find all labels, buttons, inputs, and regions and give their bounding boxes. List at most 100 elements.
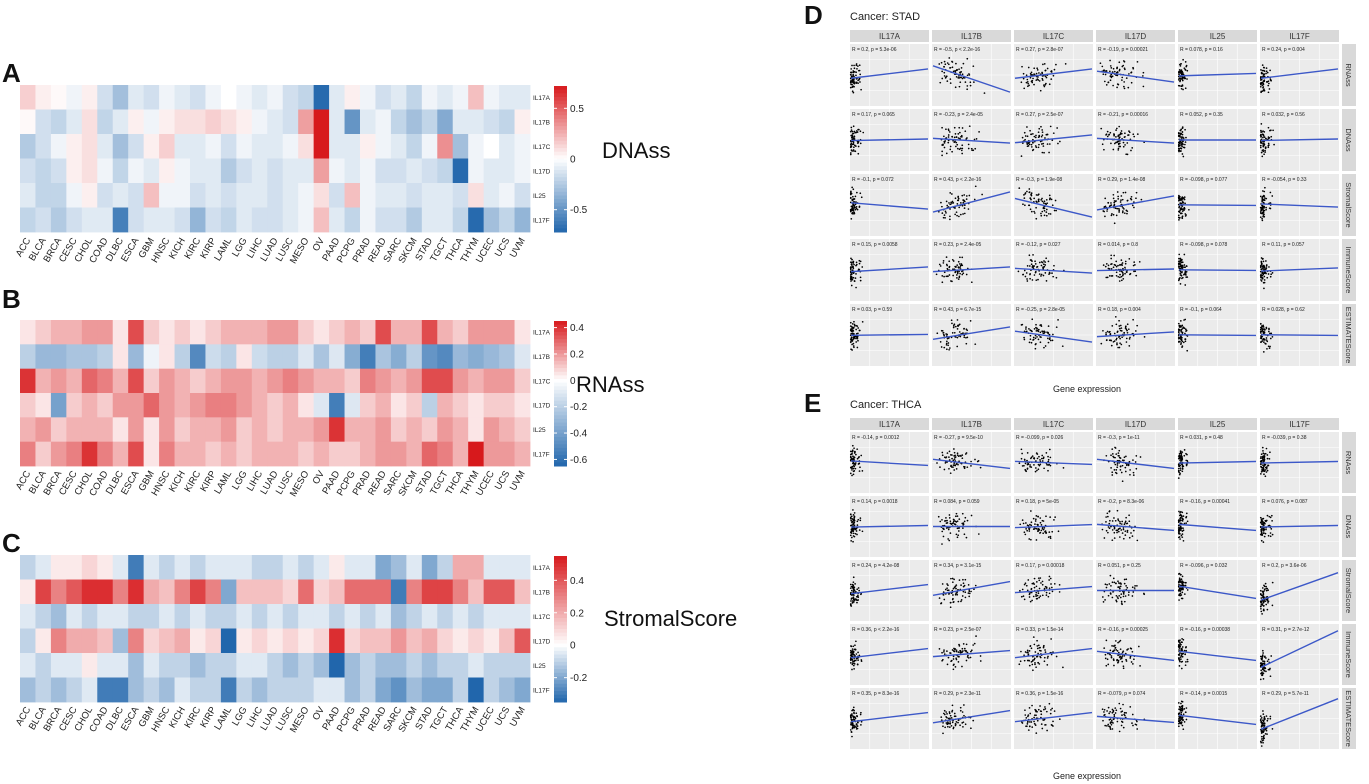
scatter-point (852, 597, 855, 600)
scatter-point (1177, 328, 1180, 331)
heatmap-cell (375, 417, 392, 443)
legend-swatch (554, 86, 567, 91)
scatter-point (1118, 280, 1121, 282)
scatter-point (1259, 337, 1262, 339)
scatter-point (1108, 133, 1111, 136)
heatmap-cell (251, 677, 268, 703)
heatmap-cell (35, 109, 52, 135)
scatter-point (966, 57, 969, 60)
scatter-point (1265, 587, 1268, 590)
scatter-point (1266, 469, 1269, 472)
heatmap-cell (406, 677, 423, 703)
scatter-point (946, 340, 948, 343)
scatter-point (1038, 127, 1041, 130)
scatter-point (853, 518, 856, 521)
scatter-point (1029, 644, 1032, 647)
scatter-point (966, 85, 969, 87)
heatmap-cell (298, 555, 315, 580)
heatmap-cell (81, 653, 98, 678)
scatter-point (1118, 325, 1121, 327)
scatter-point (1179, 80, 1181, 83)
scatter-point (1119, 324, 1122, 327)
scatter-point (1180, 329, 1183, 331)
scatter-point (1105, 454, 1108, 457)
heatmap-cell (298, 320, 315, 345)
heatmap-cell (81, 677, 98, 703)
scatter-point (1110, 254, 1113, 257)
scatter-point (1181, 580, 1184, 583)
scatter-point (1260, 212, 1262, 214)
facet-row-label: ImmuneScore (1344, 247, 1353, 294)
scatter-point (856, 524, 859, 526)
scatter-point (970, 465, 972, 467)
heatmap-cell (236, 417, 253, 443)
scatter-point (1177, 467, 1180, 470)
scatter-point (853, 524, 856, 527)
scatter-point (1026, 280, 1029, 282)
heatmap-cell (360, 417, 376, 443)
scatter-point (854, 583, 856, 585)
heatmap-cell (313, 628, 330, 654)
scatter-point (1108, 275, 1111, 277)
scatter-point (1260, 465, 1262, 468)
scatter-point (851, 343, 853, 346)
scatter-point (1125, 464, 1128, 467)
legend-swatch (554, 371, 567, 376)
scatter-point (974, 185, 977, 188)
scatter-point (1262, 265, 1264, 268)
scatter-point (1119, 465, 1122, 468)
scatter-point (853, 204, 856, 207)
heatmap-cell (236, 653, 253, 678)
scatter-point (1062, 467, 1065, 469)
scatter-point (1260, 603, 1263, 606)
heatmap-cell (406, 555, 423, 580)
heatmap-cell (360, 207, 376, 233)
scatter-point (1120, 330, 1123, 332)
heatmap-cell (298, 417, 315, 443)
scatter-point (1023, 194, 1025, 196)
scatter-point (1028, 538, 1031, 540)
scatter-point (1124, 262, 1127, 265)
scatter-point (1124, 520, 1127, 523)
scatter-point (1129, 336, 1131, 339)
scatter-point (967, 143, 970, 146)
scatter-point (1026, 589, 1029, 592)
heatmap-cell (81, 207, 98, 233)
scatter-point (1110, 466, 1112, 469)
regression-line (1014, 197, 1093, 218)
scatter-point (1025, 74, 1028, 77)
heatmap-cell (298, 134, 315, 159)
scatter-point (856, 663, 859, 666)
legend-swatch (554, 647, 567, 652)
legend-swatch (554, 683, 567, 688)
scatter-point (1184, 143, 1186, 146)
scatter-point (1024, 533, 1027, 536)
heatmap-cell (499, 344, 515, 370)
legend-swatch (554, 599, 567, 604)
legend-swatch (554, 173, 567, 178)
regression-line (1260, 571, 1339, 601)
scatter-point (1182, 529, 1185, 532)
scatter-point (956, 143, 959, 146)
scatter-point (1043, 85, 1046, 88)
scatter-point (961, 332, 964, 335)
scatter-point (1116, 596, 1119, 598)
scatter-point (946, 650, 948, 652)
scatter-point (1177, 260, 1180, 263)
scatter-point (1178, 206, 1180, 209)
heatmap-cell (329, 85, 345, 110)
scatter-point (1115, 141, 1117, 144)
scatter-point (853, 263, 855, 266)
scatter-point (966, 466, 969, 469)
scatter-point (1038, 273, 1041, 275)
scatter-point (1181, 536, 1184, 539)
scatter-point (957, 133, 960, 135)
scatter-point (1048, 448, 1051, 451)
correlation-stat: R = -0.3, p = 1e-11 (1098, 435, 1140, 441)
scatter-point (1122, 593, 1125, 595)
scatter-point (1052, 333, 1054, 336)
scatter-point (1263, 287, 1265, 290)
heatmap-cell (174, 109, 191, 135)
scatter-point (850, 205, 853, 208)
facet-strip (1178, 418, 1257, 430)
